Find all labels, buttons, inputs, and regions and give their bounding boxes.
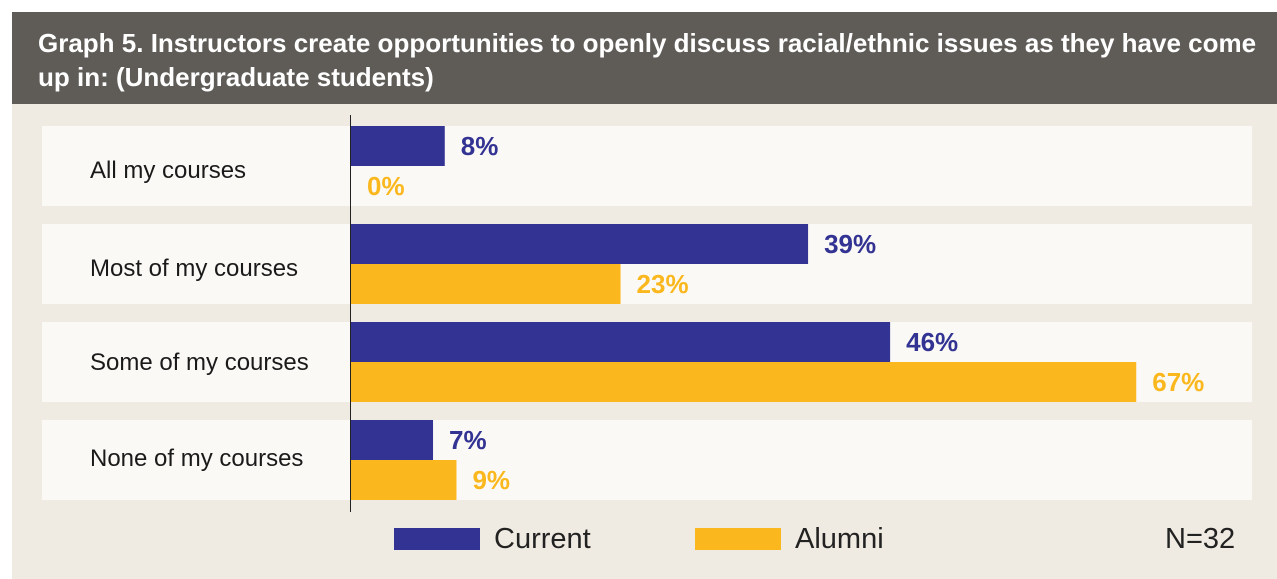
category-label: Some of my courses [90,349,309,376]
sample-size-note: N=32 [1165,523,1236,555]
category-label: All my courses [90,157,247,184]
category-label: None of my courses [90,445,304,472]
category-axis-line [350,115,351,512]
bar-current [351,126,445,166]
data-label-current: 8% [461,131,499,161]
bar-alumni [351,460,457,500]
data-label-alumni: 9% [472,465,510,495]
bar-current [351,224,809,264]
legend-label-current: Current [494,523,591,555]
legend-label-alumni: Alumni [795,523,884,555]
data-label-alumni: 67% [1152,367,1204,397]
data-label-alumni: 0% [367,171,405,201]
legend-swatch-current [394,528,480,550]
data-label-alumni: 23% [637,269,689,299]
data-label-current: 39% [824,229,876,259]
data-label-current: 7% [449,425,487,455]
bar-current [351,420,434,460]
bar-current [351,322,891,362]
bar-alumni [351,264,621,304]
row-background-none [42,420,1252,500]
row-background-all [42,126,1252,206]
legend-swatch-alumni [695,528,781,550]
bar-alumni [351,362,1137,402]
category-label: Most of my courses [90,255,299,282]
title-bar [12,12,1277,104]
chart-title: Graph 5. Instructors create opportunitie… [38,28,1257,92]
data-label-current: 46% [906,327,958,357]
